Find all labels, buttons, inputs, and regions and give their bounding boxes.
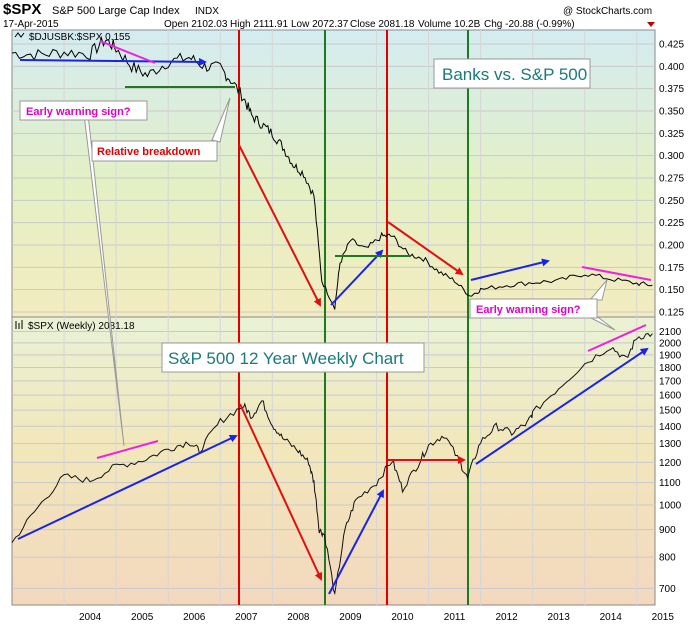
y-tick-label: 0.200 [659,241,684,252]
magenta-line-bottom-2014 [587,324,647,352]
top-chart-title: Banks vs. S&P 500 [433,58,591,89]
top-legend: $DJUSBK:$SPX 0.155 [14,32,131,43]
title-text: S&P 500 12 Year Weekly Chart [168,349,404,368]
y-tick-label: 800 [659,553,676,564]
blue-arrow-top-2009 [330,249,384,306]
magenta-line-bottom-2005 [96,440,159,459]
callout-box [91,140,218,162]
down-triangle-icon [647,22,655,27]
top-y-axis-labels: 0.425 0.400 0.375 0.350 0.325 0.300 0.275 0.250… [659,40,684,319]
y-tick-label: 0.300 [659,151,684,162]
callout-relative-breakdown: Relative breakdown [91,140,218,162]
y-tick-label: 1900 [659,350,682,361]
close-value: Close 2081.18 [350,19,415,30]
x-tick-label: 2014 [600,612,623,623]
red-arrow-bottom-2008 [239,403,323,581]
y-tick-label: 1300 [659,439,682,450]
y-tick-label: 2000 [659,338,682,349]
exchange-label: INDX [195,6,219,17]
chart-header: $SPX S&P 500 Large Cap Index INDX @ Stoc… [3,1,655,30]
x-tick-label: 2013 [548,612,571,623]
magenta-line-top-2014 [581,266,652,281]
open-value: Open 2102.03 [164,19,228,30]
y-tick-label: 0.350 [659,107,684,118]
bar-series-icon [15,320,23,329]
y-tick-label: 0.325 [659,129,684,140]
x-tick-label: 2004 [79,612,102,623]
title-box [433,58,591,89]
bottom-legend: $SPX (Weekly) 2081.18 [15,320,135,332]
title-text: Banks vs. S&P 500 [442,65,587,84]
y-tick-label: 0.250 [659,196,684,207]
y-tick-label: 900 [659,525,676,536]
bottom-series-name: $SPX (Weekly) 2081.18 [28,321,135,332]
blue-arrow-top-2005 [19,57,207,66]
low-value: Low 2072.37 [291,19,349,30]
callout-box [469,298,598,319]
y-tick-label: 0.225 [659,218,684,229]
change-value: Chg -20.88 (-0.99%) [484,19,575,30]
date-label: 17-Apr-2015 [3,19,59,30]
x-tick-label: 2015 [652,612,675,623]
y-tick-label: 0.400 [659,62,684,73]
x-tick-label: 2007 [235,612,258,623]
line-series-icon [14,32,25,38]
y-tick-label: 1000 [659,500,682,511]
callout-text: Early warning sign? [476,304,581,316]
blue-arrow-bottom-2012 [475,347,649,465]
y-tick-label: 1800 [659,363,682,374]
x-tick-label: 2010 [391,612,414,623]
copyright-label: @ StockCharts.com [563,6,652,17]
index-name: S&P 500 Large Cap Index [52,5,180,17]
y-tick-label: 0.375 [659,84,684,95]
x-tick-label: 2012 [495,612,518,623]
y-tick-label: 2100 [659,327,682,338]
title-box [161,342,425,373]
symbol-label: $SPX [3,1,41,18]
y-tick-label: 1100 [659,478,681,489]
blue-arrow-bottom-2003 [17,434,238,540]
red-arrow-top-2008 [238,144,321,307]
red-arrow-top-2010 [387,221,464,276]
y-tick-label: 1200 [659,458,682,469]
bottom-panel-grid [12,30,655,605]
top-series-name: $DJUSBK:$SPX 0.155 [29,32,131,43]
x-tick-label: 2006 [183,612,206,623]
bottom-chart-title: S&P 500 12 Year Weekly Chart [161,342,425,373]
event-lines [238,30,469,605]
x-tick-label: 2008 [287,612,310,623]
blue-arrow-top-2012 [470,258,550,281]
callout-text: Relative breakdown [97,146,201,158]
y-tick-label: 1500 [659,406,682,417]
y-tick-label: 0.175 [659,263,684,274]
volume-value: Volume 10.2B [418,19,481,30]
high-value: High 2111.91 [230,19,288,30]
x-tick-label: 2009 [339,612,362,623]
x-tick-label: 2011 [444,612,466,623]
banks-ratio-line [11,35,653,310]
y-tick-label: 0.425 [659,40,684,51]
x-tick-label: 2005 [131,612,154,623]
y-tick-label: 0.275 [659,174,684,185]
y-tick-label: 700 [659,584,676,595]
annotation-lines [17,40,652,595]
y-tick-label: 0.150 [659,285,684,296]
callout-early-warning-1: Early warning sign? [19,100,148,121]
y-tick-label: 1700 [659,376,682,387]
callout-text: Early warning sign? [26,106,131,118]
y-tick-label: 1400 [659,422,682,433]
y-tick-label: 0.125 [659,308,684,319]
callout-early-warning-2: Early warning sign? [469,298,598,319]
blue-arrow-bottom-2009 [328,489,384,595]
x-axis-labels: 2004 2005 2006 2007 2008 2009 2010 2011 2012 2013… [79,612,674,623]
magenta-line-top-2005 [99,40,156,64]
spx-weekly-line [11,332,653,596]
y-tick-label: 1600 [659,391,682,402]
callout-box [19,100,148,121]
